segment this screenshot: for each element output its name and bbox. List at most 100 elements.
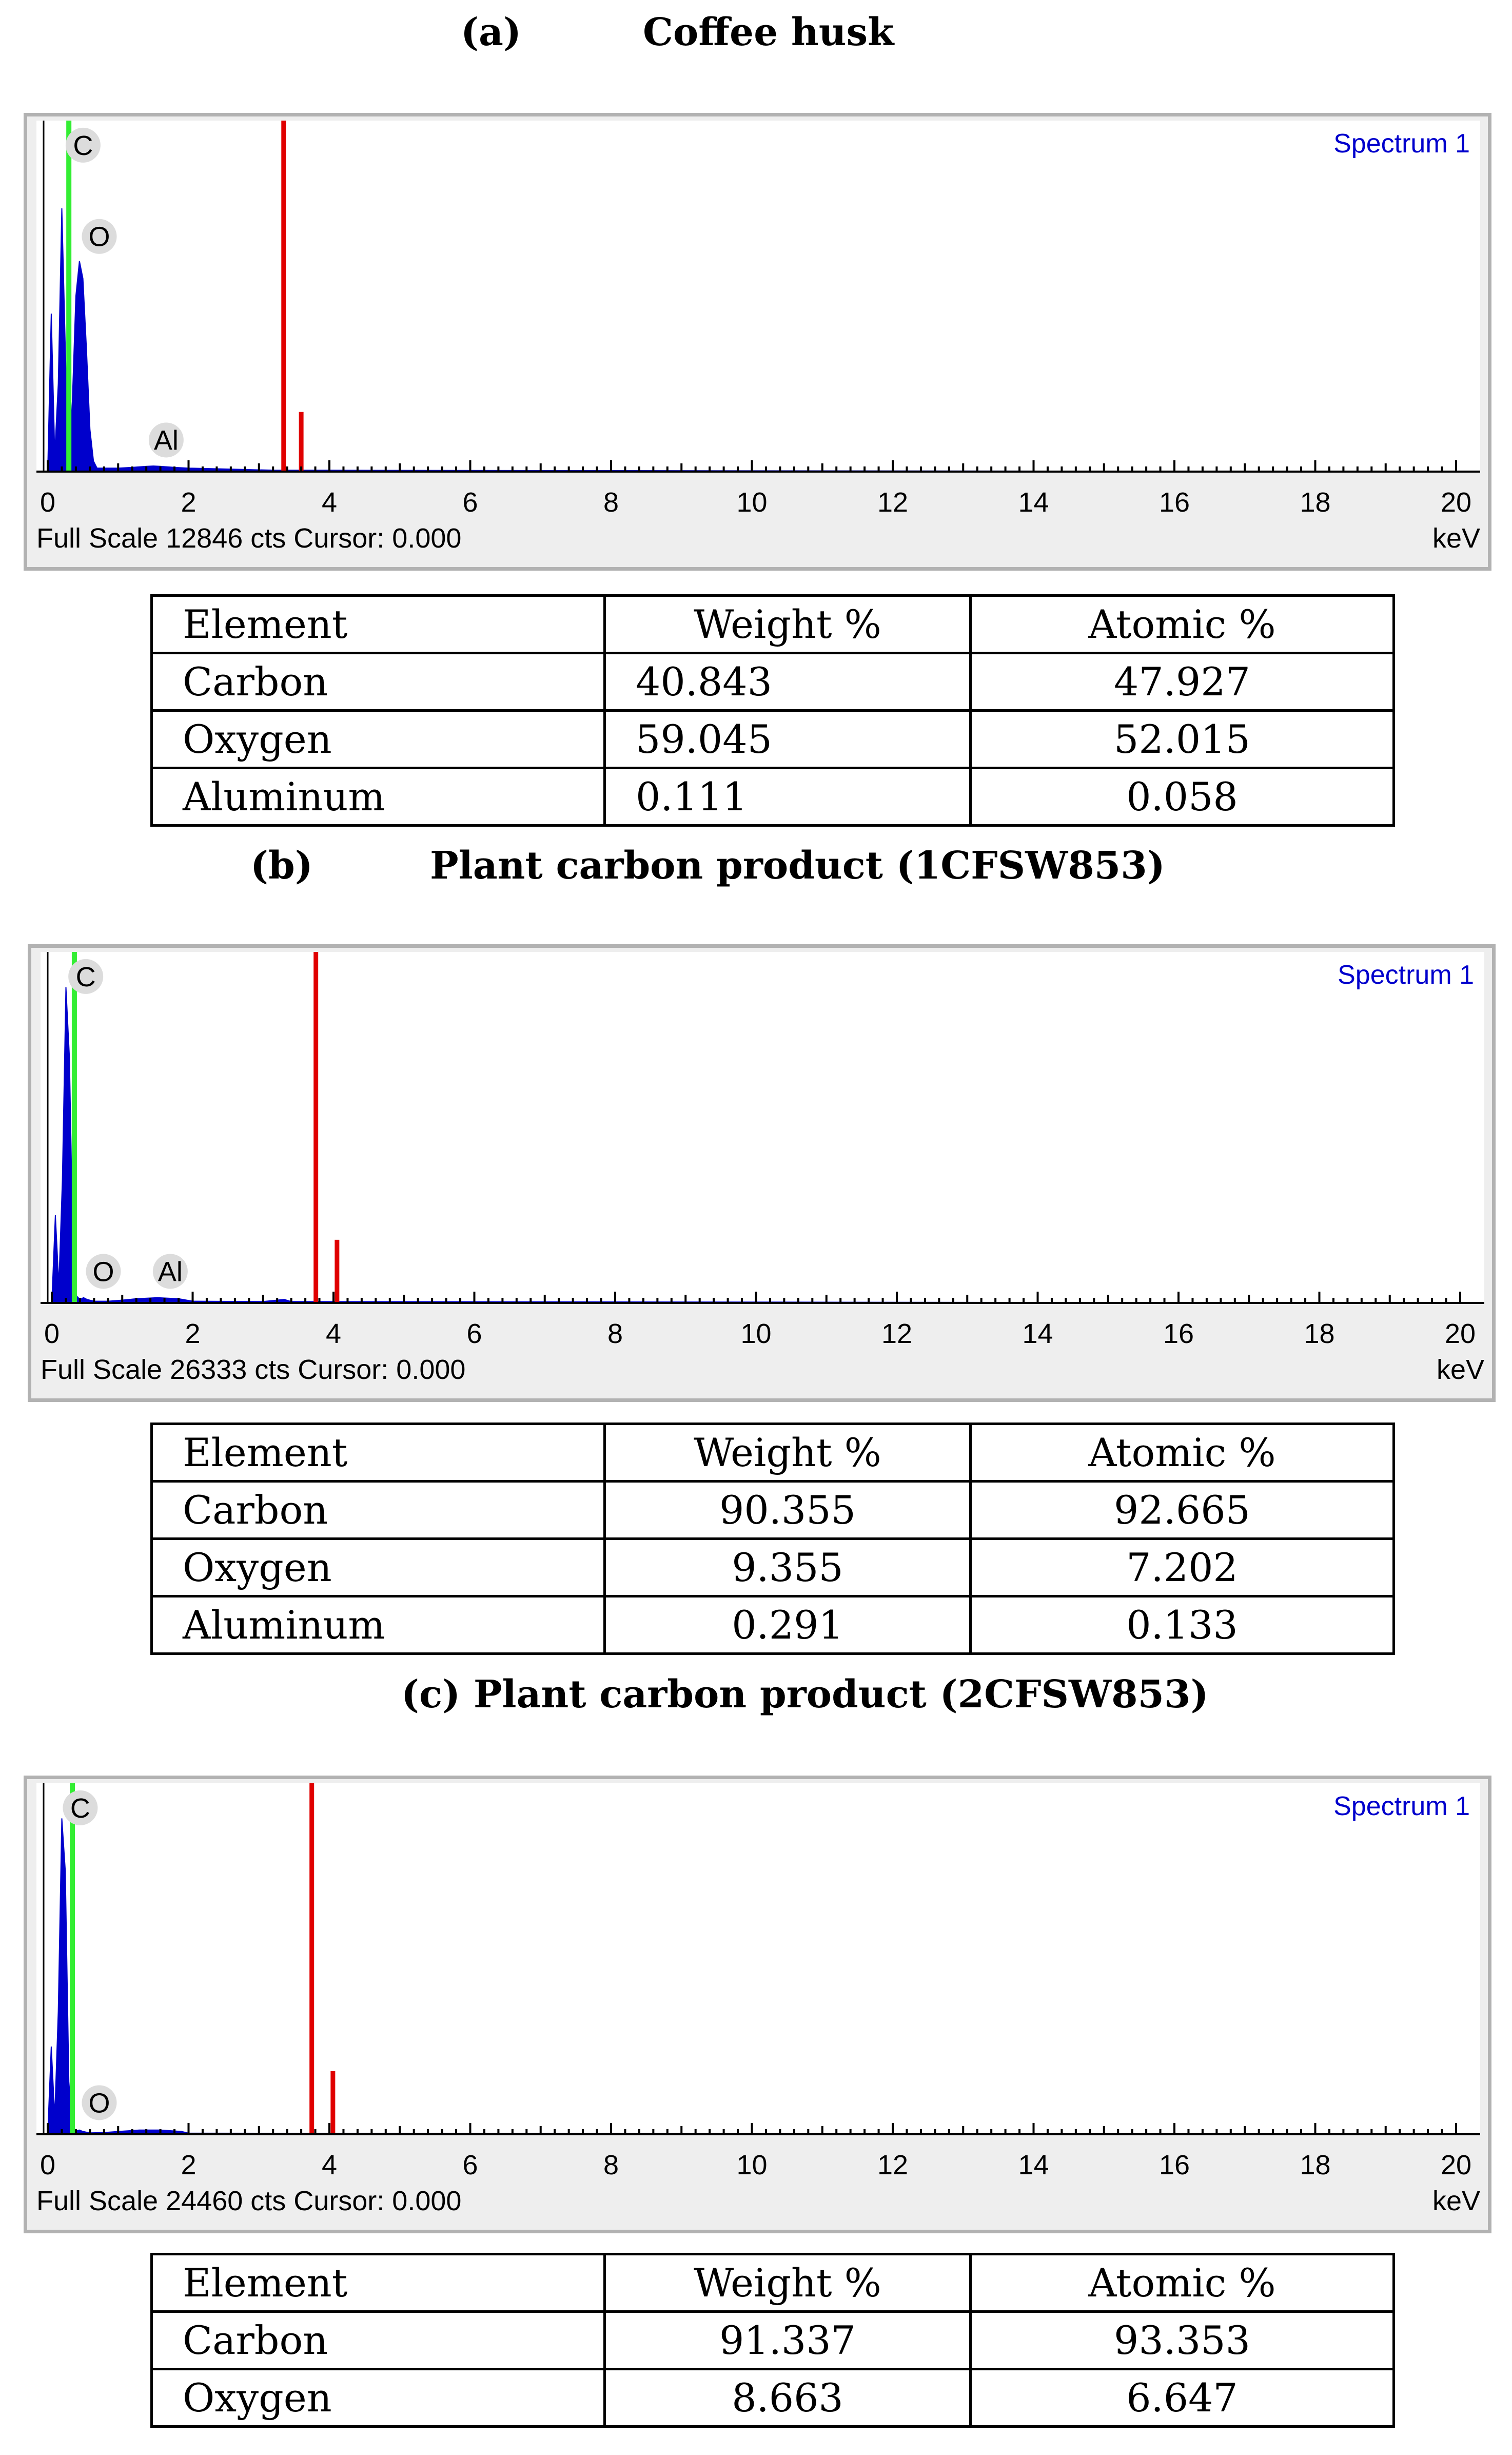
atomic-cell: 47.927: [969, 652, 1395, 712]
spectrum-chart-c: C O 0 2 4 6 8 10 12 14 16 18 20 Full Scale 24460 cts …: [36, 1783, 1480, 2216]
full-scale-readout: Full Scale 12846 cts Cursor: 0.000: [36, 523, 461, 554]
table-row: Oxygen 9.355 7.202: [150, 1537, 1395, 1597]
element-label-o: O: [82, 2085, 117, 2120]
atomic-cell: 0.133: [969, 1595, 1395, 1655]
header-weight: Weight %: [603, 2253, 972, 2313]
weight-cell: 59.045: [603, 709, 972, 769]
spectrum-chart-b: C O Al 0 2 4 6 8 10 12 14 16 18 20 Full Scale 26333 ct…: [41, 952, 1484, 1385]
element-label-bg: [86, 1254, 121, 1289]
weight-cell: 90.355: [603, 1480, 972, 1540]
panel-b-letter: (b): [250, 844, 313, 888]
element-label-al: Al: [152, 1254, 188, 1289]
table-row: Carbon 40.843 47.927: [150, 652, 1395, 712]
header-element: Element: [150, 594, 606, 654]
atomic-cell: 92.665: [969, 1480, 1395, 1540]
header-weight: Weight %: [603, 1423, 972, 1483]
x-tick-label: 8: [607, 1318, 623, 1349]
x-tick-label: 20: [1445, 1318, 1476, 1349]
weight-cell: 9.355: [603, 1537, 972, 1597]
panel-b-title: Plant carbon product (1CFSW853): [430, 844, 1165, 888]
spectrum-chart-a: C O Al 0 2 4 6 8 10 12 14 16 18 20 Full Scale 12846 ct…: [36, 121, 1480, 554]
spectrum-name-label: Spectrum 1: [1333, 129, 1470, 159]
x-tick-label: 18: [1300, 2150, 1330, 2180]
element-label-text: Al: [154, 425, 179, 456]
weight-cell: 8.663: [603, 2368, 972, 2428]
table-row: Oxygen 59.045 52.015: [150, 709, 1395, 769]
x-tick-label: 18: [1300, 487, 1330, 518]
plot-area: [41, 952, 1484, 1303]
panel-a-letter: (a): [461, 10, 521, 54]
element-label-text: O: [92, 1256, 114, 1287]
element-cell: Oxygen: [150, 2368, 606, 2428]
x-tick-label: 10: [740, 1318, 771, 1349]
unit-label: keV: [1432, 2186, 1480, 2216]
table-header-row: Element Weight % Atomic %: [150, 594, 1395, 654]
x-tick-label: 14: [1018, 2150, 1049, 2180]
element-cell: Aluminum: [150, 1595, 606, 1655]
x-tick-label: 4: [322, 487, 337, 518]
spectrum-name-label: Spectrum 1: [1333, 1791, 1470, 1821]
weight-cell: 91.337: [603, 2310, 972, 2370]
element-label-text: C: [70, 1793, 90, 1824]
table-header-row: Element Weight % Atomic %: [150, 1423, 1395, 1483]
x-tick-label: 16: [1159, 487, 1190, 518]
element-cell: Aluminum: [150, 767, 606, 827]
element-cell: Carbon: [150, 652, 606, 712]
x-tick-label: 4: [322, 2150, 337, 2180]
x-tick-label: 2: [181, 2150, 196, 2180]
atomic-cell: 93.353: [969, 2310, 1395, 2370]
x-tick-label: 2: [181, 487, 196, 518]
x-tick-label: 14: [1018, 487, 1049, 518]
x-tick-label: 0: [40, 487, 55, 518]
element-label-text: Al: [158, 1256, 183, 1287]
unit-label: keV: [1432, 523, 1480, 554]
unit-label: keV: [1437, 1354, 1484, 1385]
header-element: Element: [150, 2253, 606, 2313]
header-atomic: Atomic %: [969, 2253, 1395, 2313]
spectrum-area: [47, 1818, 1457, 2135]
x-tick-label: 12: [881, 1318, 912, 1349]
x-tick-label: 6: [462, 2150, 478, 2180]
header-element: Element: [150, 1423, 606, 1483]
element-label-o: O: [82, 219, 117, 254]
weight-cell: 40.843: [603, 652, 972, 712]
atomic-cell: 0.058: [969, 767, 1395, 827]
element-label-bg: [152, 1254, 188, 1289]
atomic-cell: 6.647: [969, 2368, 1395, 2428]
header-weight: Weight %: [603, 594, 972, 654]
spectrum-panel-a: C O Al 0 2 4 6 8 10 12 14 16 18 20 Full Scale 12846 ct…: [24, 113, 1491, 571]
full-scale-readout: Full Scale 24460 cts Cursor: 0.000: [36, 2186, 461, 2216]
element-label-bg: [63, 1790, 98, 1825]
spectrum-panel-b: C O Al 0 2 4 6 8 10 12 14 16 18 20 Full Scale 26333 ct…: [28, 944, 1496, 1402]
x-tick-label: 14: [1022, 1318, 1053, 1349]
element-label-text: C: [76, 962, 96, 992]
x-tick-label: 12: [877, 487, 908, 518]
x-tick-label: 16: [1163, 1318, 1194, 1349]
composition-table-b: Element Weight % Atomic % Carbon 90.355 …: [150, 1423, 1395, 1655]
element-label-bg: [82, 219, 117, 254]
x-tick-label: 6: [466, 1318, 482, 1349]
plot-area: [36, 121, 1480, 472]
x-tick-label: 6: [462, 487, 478, 518]
x-tick-label: 20: [1441, 2150, 1471, 2180]
full-scale-readout: Full Scale 26333 cts Cursor: 0.000: [41, 1354, 465, 1385]
element-cell: Carbon: [150, 2310, 606, 2370]
weight-cell: 0.291: [603, 1595, 972, 1655]
table-row: Aluminum 0.111 0.058: [150, 767, 1395, 827]
element-cell: Oxygen: [150, 709, 606, 769]
element-label-c: C: [65, 127, 101, 163]
table-row: Carbon 90.355 92.665: [150, 1480, 1395, 1540]
element-cell: Oxygen: [150, 1537, 606, 1597]
header-atomic: Atomic %: [969, 594, 1395, 654]
x-tick-label: 12: [877, 2150, 908, 2180]
composition-table-a: Element Weight % Atomic % Carbon 40.843 …: [150, 594, 1395, 827]
x-tick-label: 10: [736, 2150, 767, 2180]
element-label-c: C: [68, 959, 104, 994]
element-label-text: O: [88, 222, 110, 252]
element-label-bg: [65, 127, 101, 163]
x-tick-label: 20: [1441, 487, 1471, 518]
element-label-bg: [148, 422, 184, 458]
x-tick-label: 8: [603, 2150, 619, 2180]
table-row: Aluminum 0.291 0.133: [150, 1595, 1395, 1655]
element-label-bg: [68, 959, 104, 994]
